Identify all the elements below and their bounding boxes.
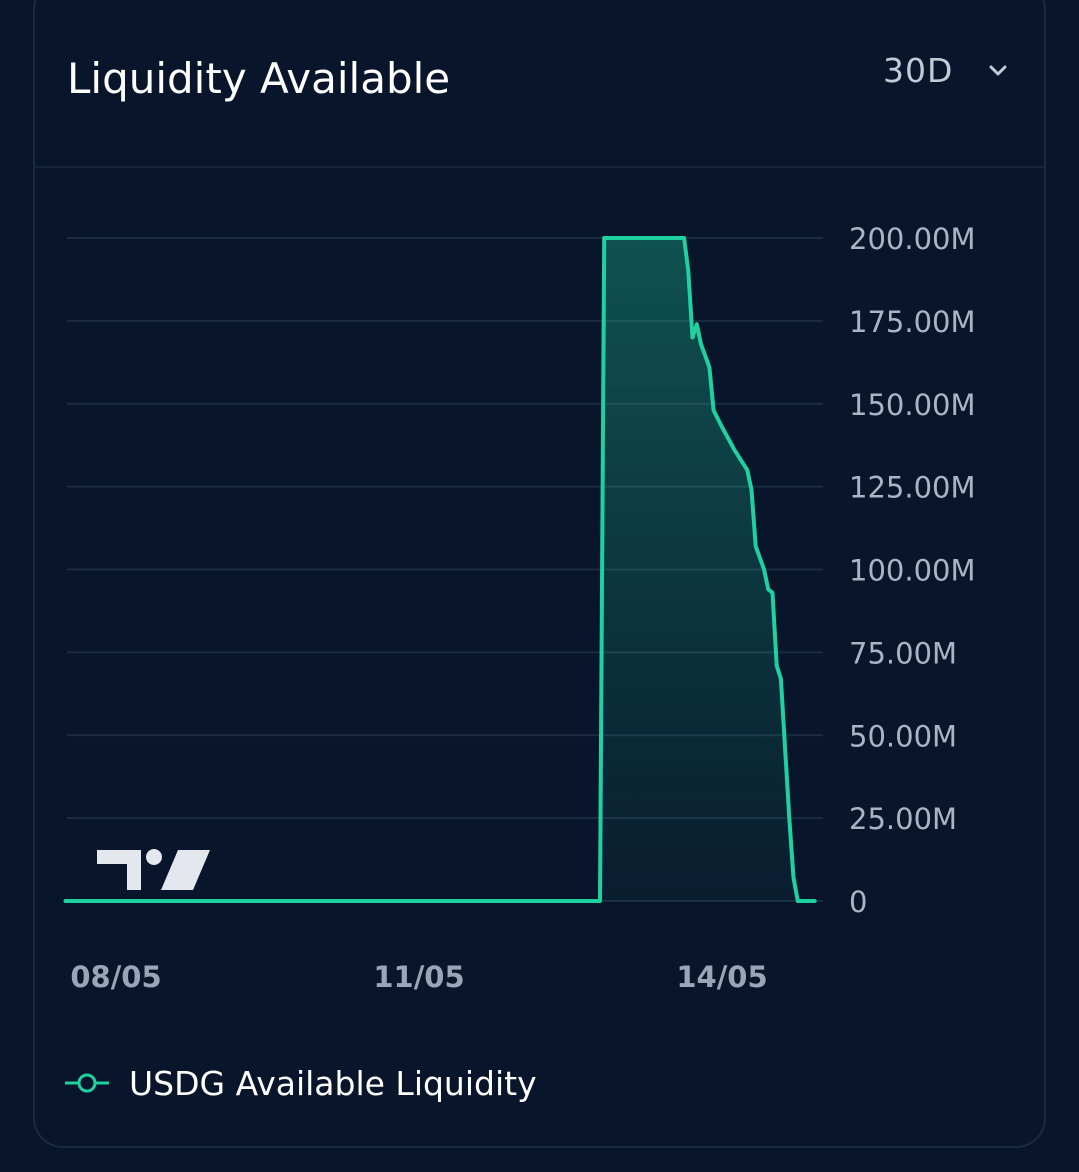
period-selected-label: 30D [883, 50, 954, 90]
y-tick-label: 150.00M [849, 388, 976, 422]
liquidity-card: Liquidity Available 30D 200.00M 175.00M 15… [33, 0, 1046, 1148]
legend-line-marker-icon [65, 1073, 109, 1093]
liquidity-chart[interactable]: 200.00M 175.00M 150.00M 125.00M 100.00M 75.00… [35, 0, 1046, 1032]
period-select[interactable]: 30D [883, 48, 1009, 92]
chart-legend[interactable]: USDG Available Liquidity [65, 1058, 537, 1108]
y-tick-label: 50.00M [849, 719, 957, 753]
chevron-down-icon [989, 65, 1007, 76]
header-divider [35, 166, 1044, 168]
x-axis-ticks: 08/05 11/05 14/05 [70, 960, 767, 994]
y-tick-label: 75.00M [849, 636, 957, 670]
y-tick-label: 200.00M [849, 222, 976, 256]
y-tick-label: 25.00M [849, 802, 957, 836]
y-axis-ticks: 200.00M 175.00M 150.00M 125.00M 100.00M 75.00… [849, 222, 976, 919]
legend-label: USDG Available Liquidity [129, 1063, 537, 1103]
series-line-usdg-available-liquidity[interactable] [63, 236, 817, 903]
y-tick-label: 175.00M [849, 305, 976, 339]
tradingview-logo-icon [97, 849, 210, 890]
y-tick-label: 0 [849, 885, 867, 919]
y-tick-label: 125.00M [849, 471, 976, 505]
series-area-usdg-available-liquidity [65, 238, 815, 901]
x-tick-label: 14/05 [676, 960, 767, 994]
card-title: Liquidity Available [67, 54, 451, 103]
y-tick-label: 100.00M [849, 554, 976, 588]
x-tick-label: 08/05 [70, 960, 161, 994]
x-tick-label: 11/05 [373, 960, 464, 994]
